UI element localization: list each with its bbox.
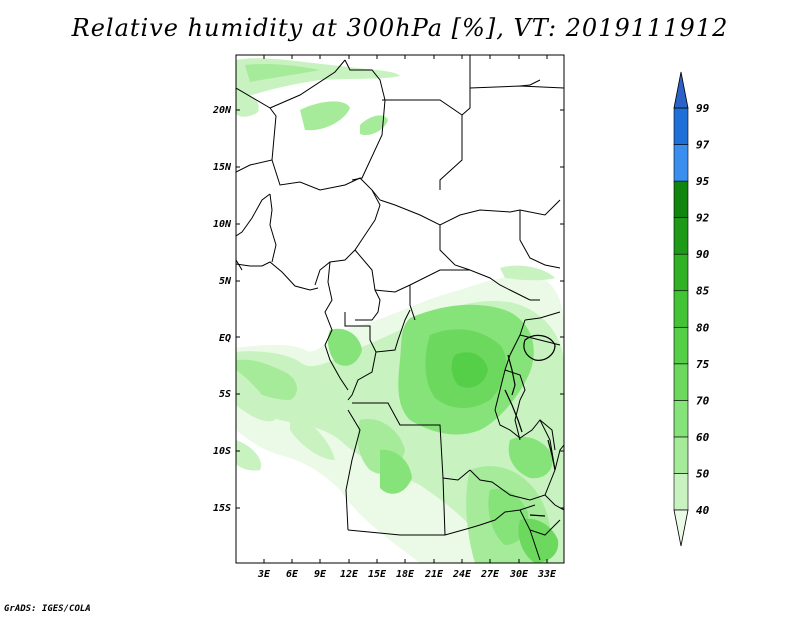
lon-label-3e: 3E bbox=[257, 569, 271, 580]
lon-label-27e: 27E bbox=[480, 569, 500, 580]
colorbar-label: 92 bbox=[696, 212, 710, 225]
map-frame bbox=[235, 54, 565, 564]
longitude-ticks bbox=[263, 55, 548, 563]
lon-label-18e: 18E bbox=[396, 569, 415, 580]
colorbar-label: 95 bbox=[696, 175, 710, 188]
lon-label-15e: 15E bbox=[368, 569, 387, 580]
colorbar-segment bbox=[673, 180, 689, 218]
lat-label-10s: 10S bbox=[213, 446, 231, 457]
lon-label-6e: 6E bbox=[286, 569, 299, 580]
colorbar-segment bbox=[673, 436, 689, 474]
colorbar-segment bbox=[673, 400, 689, 438]
colorbar-label: 50 bbox=[696, 467, 710, 480]
colorbar-segment bbox=[673, 363, 689, 401]
colorbar-segment bbox=[673, 253, 689, 292]
colorbar-segment bbox=[673, 107, 689, 145]
colorbar-segment bbox=[673, 217, 689, 255]
colorbar-label: 70 bbox=[696, 394, 710, 407]
longitude-labels: 3E 6E 9E 12E 15E 18E 21E 24E 27E 30E 33E bbox=[257, 569, 557, 580]
lat-label-15s: 15S bbox=[213, 503, 231, 514]
latitude-ticks bbox=[236, 109, 564, 509]
colorbar-label: 60 bbox=[696, 431, 710, 444]
colorbar-label: 40 bbox=[696, 504, 710, 517]
colorbar-segment bbox=[673, 290, 689, 328]
lon-label-30e: 30E bbox=[509, 569, 529, 580]
lat-label-15n: 15N bbox=[213, 162, 232, 173]
colorbar-label: 97 bbox=[696, 139, 710, 152]
colorbar-label: 90 bbox=[696, 248, 710, 261]
colorbar: 40 50 60 70 75 80 85 90 92 95 97 99 bbox=[673, 71, 710, 547]
lon-label-33e: 33E bbox=[537, 569, 557, 580]
colorbar-max-arrow bbox=[673, 71, 689, 109]
lon-label-21e: 21E bbox=[424, 569, 444, 580]
colorbar-label: 99 bbox=[696, 102, 710, 115]
lat-label-eq: EQ bbox=[219, 333, 231, 344]
colorbar-label: 75 bbox=[696, 358, 710, 371]
colorbar-segment bbox=[673, 144, 689, 182]
country-borders bbox=[236, 55, 564, 561]
lakes bbox=[504, 334, 556, 517]
lon-label-9e: 9E bbox=[314, 569, 327, 580]
lon-label-24e: 24E bbox=[452, 569, 472, 580]
colorbar-segment bbox=[673, 326, 689, 365]
latitude-labels: 20N 15N 10N 5N EQ 5S 10S 15S bbox=[212, 105, 232, 514]
colorbar-segment bbox=[673, 473, 689, 511]
colorbar-label: 85 bbox=[696, 285, 710, 298]
lon-label-12e: 12E bbox=[340, 569, 359, 580]
lat-label-20n: 20N bbox=[212, 105, 232, 116]
chart-title: Relative humidity at 300hPa [%], VT: 201… bbox=[71, 14, 729, 42]
colorbar-label: 80 bbox=[696, 321, 710, 334]
lat-label-10n: 10N bbox=[213, 219, 232, 230]
lat-label-5n: 5N bbox=[219, 276, 232, 287]
humidity-shading bbox=[236, 58, 564, 563]
grads-credit: GrADS: IGES/COLA bbox=[4, 604, 91, 614]
colorbar-min-arrow bbox=[673, 509, 689, 547]
lat-label-5s: 5S bbox=[219, 389, 231, 400]
